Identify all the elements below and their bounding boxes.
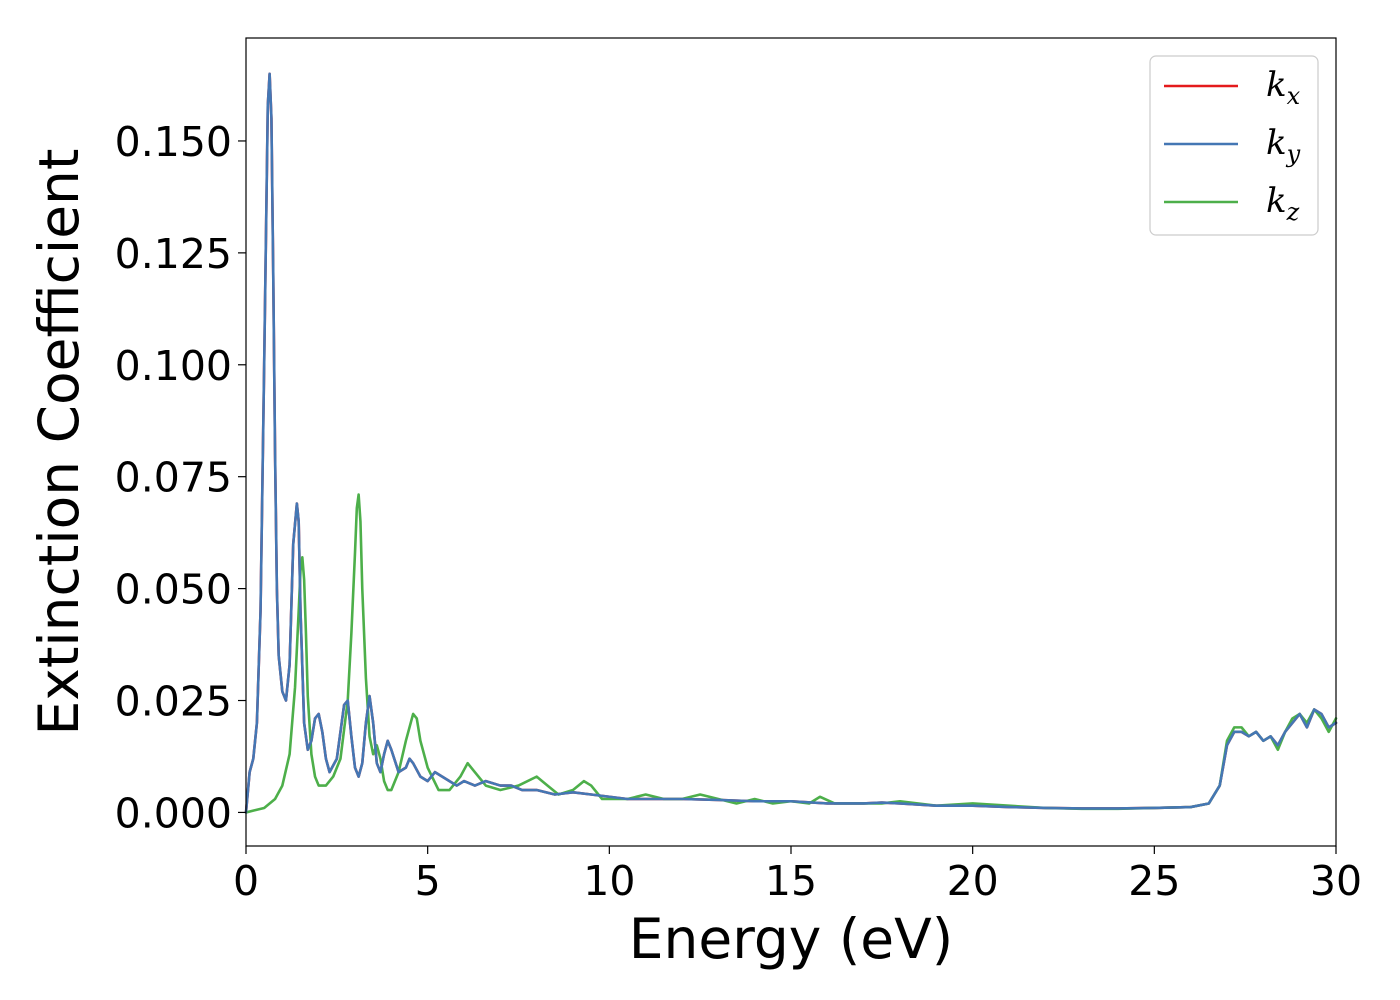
series-line-y — [244, 72, 1338, 814]
y-tick-label: 0.100 — [115, 342, 232, 390]
x-tick-label: 15 — [765, 857, 817, 905]
y-tick-label: 0.025 — [115, 678, 232, 726]
x-tick-label: 20 — [947, 857, 999, 905]
y-axis-label: Extinction Coefficient — [27, 149, 91, 736]
y-tick-label: 0.125 — [115, 230, 232, 278]
x-axis-ticks: 0 5 10 15 20 25 30 — [233, 846, 1362, 905]
plot-lines — [244, 72, 1338, 814]
x-tick-label: 0 — [233, 857, 259, 905]
y-tick-label: 0.150 — [115, 118, 232, 166]
legend-box — [1149, 55, 1319, 236]
x-tick-label: 30 — [1310, 857, 1362, 905]
x-tick-label: 25 — [1128, 857, 1180, 905]
y-tick-label: 0.075 — [115, 454, 232, 502]
y-tick-label: 0.050 — [115, 566, 232, 614]
y-axis-ticks: 0.000 0.025 0.050 0.075 0.100 0.125 0.150 — [115, 118, 246, 837]
y-tick-label: 0.000 — [115, 789, 232, 837]
x-tick-label: 5 — [415, 857, 441, 905]
x-axis-label: Energy (eV) — [629, 907, 953, 971]
x-tick-label: 10 — [583, 857, 635, 905]
